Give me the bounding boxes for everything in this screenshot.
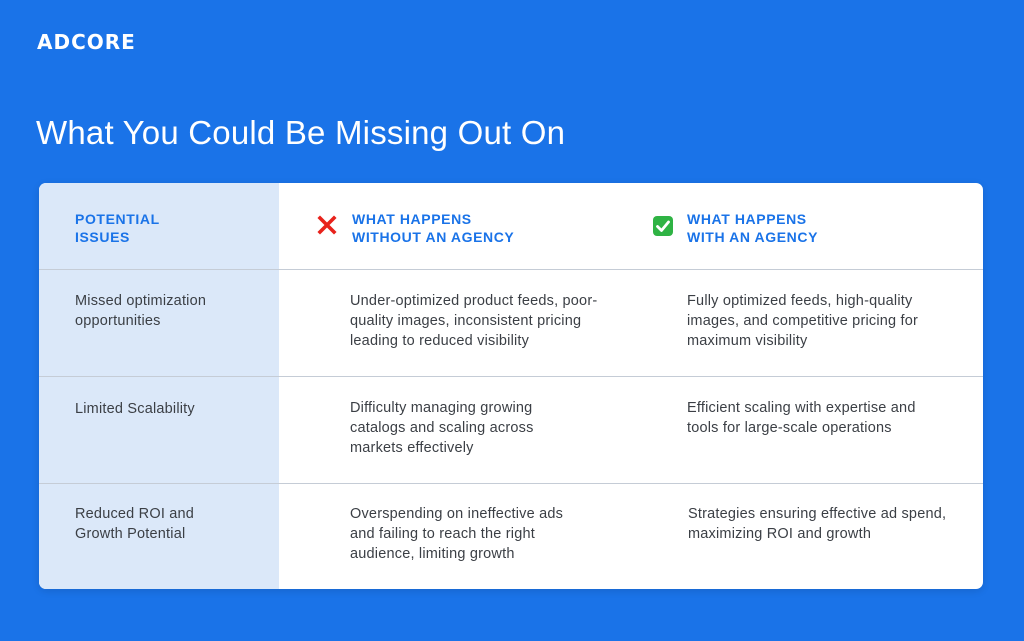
comparison-table: POTENTIAL ISSUES WHAT HAPPENS WITHOUT AN… bbox=[39, 183, 983, 589]
row-issue: Missed optimization opportunities bbox=[75, 293, 207, 329]
row-without-agency: Difficulty managing growing catalogs and… bbox=[350, 400, 534, 456]
cross-mark-icon bbox=[317, 215, 337, 235]
check-mark-icon bbox=[653, 216, 673, 236]
header-with-agency: WHAT HAPPENS WITH AN AGENCY bbox=[687, 211, 819, 245]
issues-column-background bbox=[39, 183, 279, 589]
header-without-agency: WHAT HAPPENS WITHOUT AN AGENCY bbox=[352, 211, 515, 245]
row-without-agency: Under-optimized product feeds, poor-qual… bbox=[350, 293, 598, 349]
row-divider bbox=[39, 483, 983, 484]
row-divider bbox=[39, 376, 983, 377]
row-without-agency: Overspending on ineffective ads and fail… bbox=[350, 506, 564, 562]
row-issue: Reduced ROI and Growth Potential bbox=[75, 506, 195, 542]
row-with-agency: Fully optimized feeds, high-quality imag… bbox=[687, 293, 919, 349]
header-potential-issues: POTENTIAL ISSUES bbox=[75, 211, 160, 245]
row-with-agency: Efficient scaling with expertise and too… bbox=[687, 400, 916, 436]
row-issue: Limited Scalability bbox=[75, 401, 195, 417]
row-with-agency: Strategies ensuring effective ad spend, … bbox=[688, 506, 947, 542]
brand-logo: ADCORE bbox=[37, 30, 136, 54]
header-divider bbox=[39, 269, 983, 270]
page-title: What You Could Be Missing Out On bbox=[36, 114, 566, 151]
